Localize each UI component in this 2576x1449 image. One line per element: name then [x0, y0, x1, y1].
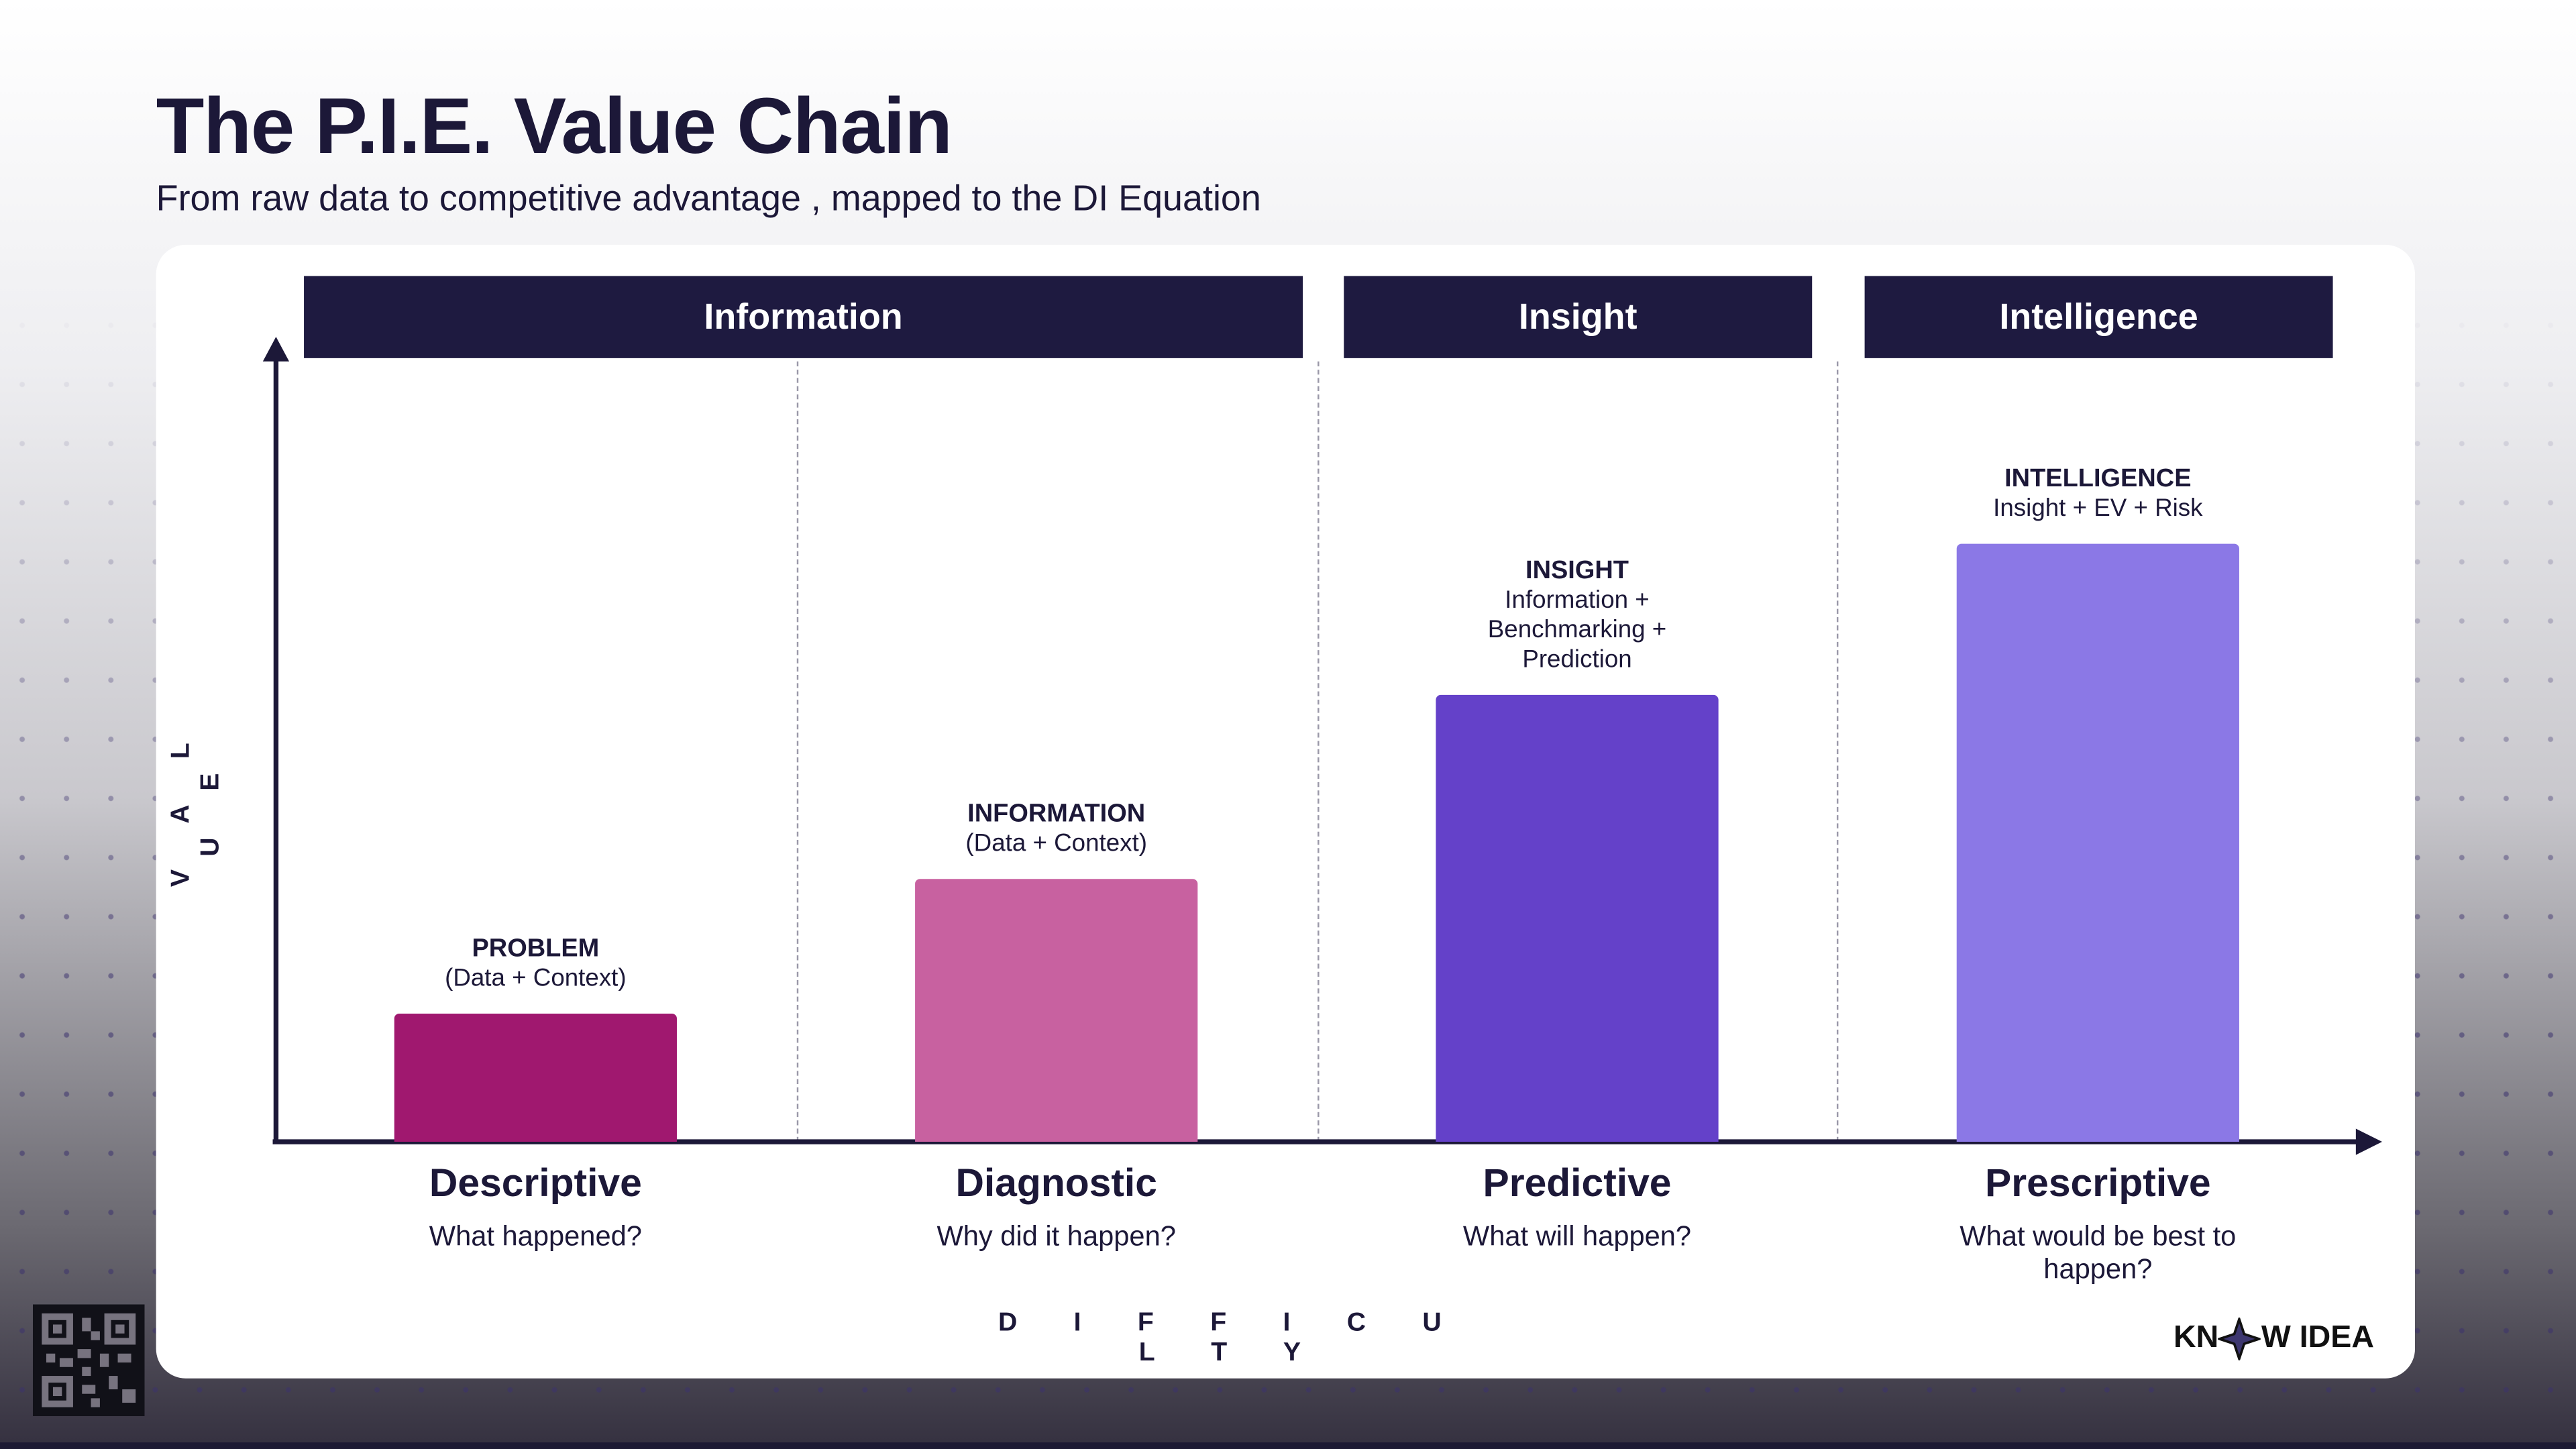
bar-label-title: PROBLEM — [472, 935, 600, 964]
bar-label-title: INSIGHT — [1525, 557, 1629, 586]
column-divider — [796, 361, 799, 1142]
logo-text-left: KN — [2174, 1320, 2219, 1356]
category-name: Prescriptive — [1985, 1161, 2211, 1206]
category-descriptive: Descriptive What happened? — [289, 1161, 782, 1253]
bar-predictive — [1436, 695, 1719, 1142]
category-name: Descriptive — [429, 1161, 642, 1206]
bar-label-title: INTELLIGENCE — [2004, 465, 2192, 494]
category-diagnostic: Diagnostic Why did it happen? — [810, 1161, 1303, 1253]
category-prescriptive: Prescriptive What would be best to happen… — [1851, 1161, 2345, 1286]
bar-label-formula: Information + Benchmarking + Prediction — [1487, 587, 1667, 675]
bar-label: PROBLEM (Data + Context) — [322, 935, 749, 994]
page-title: The P.I.E. Value Chain — [156, 83, 953, 171]
category-predictive: Predictive What will happen? — [1331, 1161, 1824, 1253]
bottom-strip — [0, 1442, 2576, 1449]
y-axis-label: V A L U E — [167, 722, 225, 888]
y-axis-arrow-icon — [262, 337, 290, 362]
bar-diagnostic — [915, 879, 1198, 1142]
bar-label: INFORMATION (Data + Context) — [843, 800, 1270, 859]
stage-header-information: Information — [304, 276, 1303, 358]
bar-prescriptive — [1956, 544, 2239, 1142]
bar-label: INSIGHT Information + Benchmarking + Pred… — [1364, 557, 1791, 676]
stage-header-intelligence: Intelligence — [1864, 276, 2333, 358]
star-icon — [2218, 1318, 2261, 1360]
bar-label-formula: (Data + Context) — [445, 965, 627, 994]
logo-text-right: W IDEA — [2261, 1320, 2374, 1356]
bar-label-title: INFORMATION — [967, 800, 1146, 828]
x-axis-arrow-icon — [2355, 1128, 2383, 1155]
page-subtitle: From raw data to competitive advantage ,… — [156, 177, 1261, 219]
category-name: Diagnostic — [955, 1161, 1157, 1206]
category-question: What happened? — [429, 1220, 642, 1252]
category-name: Predictive — [1483, 1161, 1672, 1206]
column-divider — [1318, 361, 1320, 1142]
qr-code — [32, 1304, 145, 1417]
bar-label-formula: Insight + EV + Risk — [1993, 494, 2203, 523]
stage-header-insight: Insight — [1344, 276, 1813, 358]
category-question: What would be best to happen? — [1960, 1220, 2237, 1285]
category-question: What will happen? — [1462, 1220, 1692, 1252]
category-question: Why did it happen? — [936, 1220, 1176, 1252]
bar-descriptive — [394, 1014, 677, 1142]
bar-label: INTELLIGENCE Insight + EV + Risk — [1884, 466, 2312, 525]
bar-label-formula: (Data + Context) — [965, 829, 1147, 858]
know-idea-logo: KN W IDEA — [2174, 1318, 2374, 1360]
x-axis-label: D I F F I C U L T Y — [998, 1309, 1466, 1367]
column-divider — [1836, 361, 1839, 1142]
